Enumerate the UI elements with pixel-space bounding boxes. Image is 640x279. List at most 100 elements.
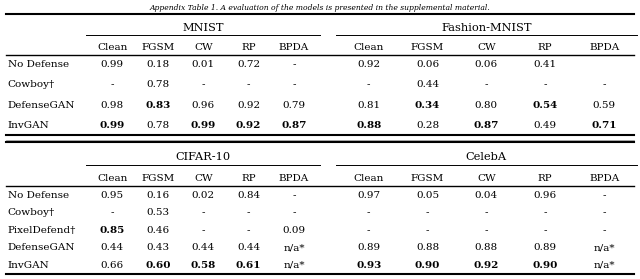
Text: CW: CW (194, 43, 212, 52)
Text: 0.85: 0.85 (100, 226, 125, 235)
Text: 0.44: 0.44 (191, 243, 215, 252)
Text: -: - (247, 80, 250, 89)
Text: MNIST: MNIST (182, 23, 224, 33)
Text: -: - (484, 80, 488, 89)
Text: n/a*: n/a* (284, 261, 305, 270)
Text: No Defense: No Defense (8, 60, 69, 69)
Text: DefenseGAN: DefenseGAN (8, 243, 75, 252)
Text: 0.87: 0.87 (474, 121, 499, 130)
Text: CIFAR-10: CIFAR-10 (175, 152, 231, 162)
Text: 0.49: 0.49 (534, 121, 557, 130)
Text: 0.99: 0.99 (191, 121, 216, 130)
Text: -: - (367, 80, 371, 89)
Text: InvGAN: InvGAN (8, 261, 49, 270)
Text: 0.43: 0.43 (146, 243, 170, 252)
Text: -: - (111, 208, 114, 217)
Text: 0.95: 0.95 (100, 191, 124, 200)
Text: 0.34: 0.34 (415, 100, 440, 110)
Text: Clean: Clean (353, 174, 384, 183)
Text: BPDA: BPDA (279, 174, 309, 183)
Text: DefenseGAN: DefenseGAN (8, 100, 75, 110)
Text: -: - (292, 191, 296, 200)
Text: -: - (202, 226, 205, 235)
Text: 0.80: 0.80 (475, 100, 498, 110)
Text: -: - (202, 208, 205, 217)
Text: RP: RP (241, 174, 256, 183)
Text: 0.99: 0.99 (100, 60, 124, 69)
Text: 0.92: 0.92 (357, 60, 380, 69)
Text: -: - (426, 208, 429, 217)
Text: RP: RP (241, 43, 256, 52)
Text: 0.87: 0.87 (282, 121, 307, 130)
Text: 0.83: 0.83 (145, 100, 170, 110)
Text: PixelDefend†: PixelDefend† (8, 226, 76, 235)
Text: 0.53: 0.53 (146, 208, 170, 217)
Text: Fashion-MNIST: Fashion-MNIST (441, 23, 532, 33)
Text: 0.92: 0.92 (236, 121, 261, 130)
Text: 0.90: 0.90 (532, 261, 558, 270)
Text: 0.59: 0.59 (593, 100, 616, 110)
Text: Cowboy†: Cowboy† (8, 80, 55, 89)
Text: FGSM: FGSM (411, 43, 444, 52)
Text: 0.44: 0.44 (237, 243, 260, 252)
Text: BPDA: BPDA (279, 43, 309, 52)
Text: Clean: Clean (97, 43, 127, 52)
Text: CW: CW (477, 174, 496, 183)
Text: 0.89: 0.89 (534, 243, 557, 252)
Text: 0.88: 0.88 (356, 121, 381, 130)
Text: -: - (602, 191, 606, 200)
Text: 0.60: 0.60 (145, 261, 170, 270)
Text: n/a*: n/a* (593, 243, 615, 252)
Text: 0.02: 0.02 (191, 191, 215, 200)
Text: No Defense: No Defense (8, 191, 69, 200)
Text: -: - (202, 80, 205, 89)
Text: -: - (292, 80, 296, 89)
Text: -: - (484, 208, 488, 217)
Text: -: - (602, 80, 606, 89)
Text: 0.71: 0.71 (591, 121, 617, 130)
Text: 0.44: 0.44 (100, 243, 124, 252)
Text: 0.81: 0.81 (357, 100, 380, 110)
Text: CW: CW (477, 43, 496, 52)
Text: InvGAN: InvGAN (8, 121, 49, 130)
Text: RP: RP (538, 43, 552, 52)
Text: 0.97: 0.97 (357, 191, 380, 200)
Text: FGSM: FGSM (411, 174, 444, 183)
Text: 0.46: 0.46 (146, 226, 170, 235)
Text: 0.98: 0.98 (100, 100, 124, 110)
Text: -: - (292, 60, 296, 69)
Text: 0.09: 0.09 (282, 226, 306, 235)
Text: 0.05: 0.05 (416, 191, 439, 200)
Text: 0.16: 0.16 (146, 191, 170, 200)
Text: CW: CW (194, 174, 212, 183)
Text: 0.58: 0.58 (191, 261, 216, 270)
Text: 0.96: 0.96 (191, 100, 215, 110)
Text: 0.90: 0.90 (415, 261, 440, 270)
Text: -: - (426, 226, 429, 235)
Text: -: - (247, 226, 250, 235)
Text: CelebA: CelebA (466, 152, 507, 162)
Text: 0.06: 0.06 (475, 60, 498, 69)
Text: -: - (543, 208, 547, 217)
Text: 0.92: 0.92 (237, 100, 260, 110)
Text: Clean: Clean (97, 174, 127, 183)
Text: 0.84: 0.84 (237, 191, 260, 200)
Text: -: - (602, 208, 606, 217)
Text: 0.88: 0.88 (475, 243, 498, 252)
Text: FGSM: FGSM (141, 43, 174, 52)
Text: 0.66: 0.66 (100, 261, 124, 270)
Text: Clean: Clean (353, 43, 384, 52)
Text: 0.61: 0.61 (236, 261, 261, 270)
Text: 0.04: 0.04 (475, 191, 498, 200)
Text: 0.79: 0.79 (282, 100, 306, 110)
Text: 0.54: 0.54 (532, 100, 558, 110)
Text: 0.01: 0.01 (191, 60, 215, 69)
Text: BPDA: BPDA (589, 174, 620, 183)
Text: 0.44: 0.44 (416, 80, 439, 89)
Text: -: - (543, 80, 547, 89)
Text: 0.92: 0.92 (474, 261, 499, 270)
Text: 0.41: 0.41 (534, 60, 557, 69)
Text: -: - (367, 226, 371, 235)
Text: 0.06: 0.06 (416, 60, 439, 69)
Text: 0.89: 0.89 (357, 243, 380, 252)
